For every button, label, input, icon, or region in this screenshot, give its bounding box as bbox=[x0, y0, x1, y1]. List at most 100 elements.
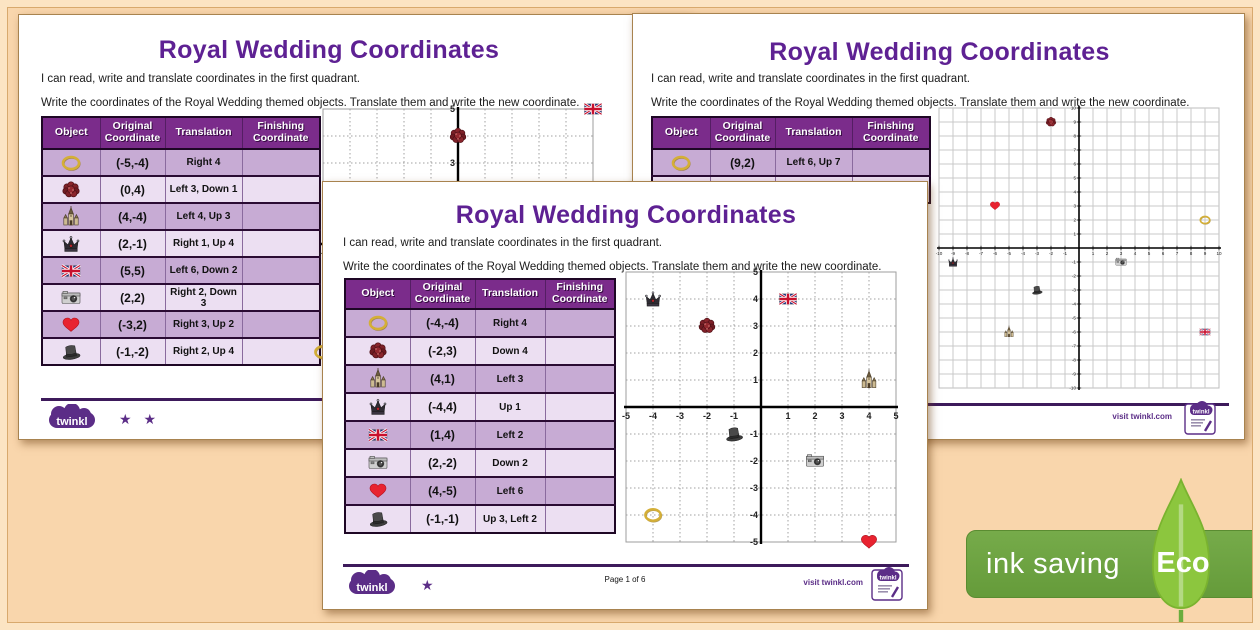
translation: Left 6 bbox=[474, 476, 545, 505]
svg-text:3: 3 bbox=[839, 411, 844, 421]
column-header: Finishing Coordinate bbox=[241, 117, 320, 150]
coordinates-table-wrap: Object Original Coordinate Translation Fini… bbox=[344, 278, 616, 534]
svg-text:-7: -7 bbox=[979, 251, 984, 256]
column-header: Original Coordinate bbox=[409, 279, 475, 310]
svg-text:-4: -4 bbox=[750, 510, 758, 520]
svg-text:7: 7 bbox=[1073, 148, 1076, 153]
translation: Left 4, Up 3 bbox=[164, 202, 242, 230]
eco-label: Eco bbox=[1156, 547, 1210, 579]
finishing-coordinate bbox=[241, 202, 320, 230]
grid-object-heart bbox=[990, 201, 1000, 211]
svg-text:5: 5 bbox=[1148, 251, 1151, 256]
table-row: (-5,-4) Right 4 bbox=[42, 148, 320, 176]
original-coordinate: (4,-5) bbox=[409, 476, 475, 505]
grid-object-flag bbox=[1199, 328, 1211, 336]
object-icon-ring bbox=[345, 308, 410, 337]
grid-object-heart bbox=[861, 535, 877, 549]
coordinates-table: Object Original Coordinate Translation Fini… bbox=[41, 116, 321, 366]
svg-text:4: 4 bbox=[1134, 251, 1137, 256]
svg-text:-5: -5 bbox=[1072, 316, 1077, 321]
column-header: Object bbox=[652, 117, 710, 150]
original-coordinate: (9,2) bbox=[709, 148, 775, 176]
svg-text:-4: -4 bbox=[1072, 302, 1077, 307]
objective-text: I can read, write and translate coordina… bbox=[343, 237, 662, 249]
twinkl-badge: twinkl bbox=[1184, 400, 1216, 441]
page-title: Royal Wedding Coordinates bbox=[158, 36, 500, 64]
grid-object-church bbox=[861, 369, 877, 388]
translation: Right 2, Up 4 bbox=[164, 337, 242, 365]
table-row: (-2,3) Down 4 bbox=[345, 336, 615, 365]
translation: Down 2 bbox=[474, 448, 545, 477]
objective-text: I can read, write and translate coordina… bbox=[41, 73, 360, 85]
translation: Right 3, Up 2 bbox=[164, 310, 242, 338]
instruction-text: Write the coordinates of the Royal Weddi… bbox=[651, 97, 1190, 109]
footer-divider bbox=[651, 403, 1229, 406]
svg-text:2: 2 bbox=[812, 411, 817, 421]
svg-text:5: 5 bbox=[753, 267, 758, 277]
svg-text:-4: -4 bbox=[649, 411, 657, 421]
column-header: Object bbox=[345, 279, 410, 310]
instruction-text: Write the coordinates of the Royal Weddi… bbox=[41, 97, 580, 109]
original-coordinate: (-3,2) bbox=[99, 310, 165, 338]
original-coordinate: (-5,-4) bbox=[99, 148, 165, 176]
svg-text:-2: -2 bbox=[703, 411, 711, 421]
table-header-row: Object Original Coordinate Translation Fini… bbox=[42, 117, 320, 150]
svg-text:9: 9 bbox=[1073, 120, 1076, 125]
page-title: Royal Wedding Coordinates bbox=[455, 201, 797, 229]
svg-text:-9: -9 bbox=[1072, 372, 1077, 377]
svg-text:-8: -8 bbox=[965, 251, 970, 256]
table-row: (-3,2) Right 3, Up 2 bbox=[42, 310, 320, 338]
column-header: Object bbox=[42, 117, 100, 150]
svg-text:twinkl: twinkl bbox=[56, 416, 87, 428]
coordinates-table-wrap: Object Original Coordinate Translation Fini… bbox=[41, 116, 321, 366]
svg-text:-10: -10 bbox=[1069, 386, 1076, 391]
object-icon-heart bbox=[42, 310, 100, 338]
translation: Up 1 bbox=[474, 392, 545, 421]
svg-text:3: 3 bbox=[753, 321, 758, 331]
svg-text:1: 1 bbox=[1073, 232, 1076, 237]
object-icon-bouquet bbox=[345, 336, 410, 365]
grid-object-crown bbox=[948, 257, 958, 267]
finishing-coordinate bbox=[544, 504, 615, 533]
original-coordinate: (2,-1) bbox=[99, 229, 165, 257]
grid-object-crown bbox=[645, 291, 661, 307]
svg-text:-3: -3 bbox=[676, 411, 684, 421]
svg-text:-8: -8 bbox=[1072, 358, 1077, 363]
finishing-coordinate bbox=[544, 308, 615, 337]
object-icon-tophat bbox=[345, 504, 410, 533]
finishing-coordinate bbox=[544, 364, 615, 393]
svg-text:1: 1 bbox=[1092, 251, 1095, 256]
svg-text:1: 1 bbox=[753, 375, 758, 385]
table-row: (1,4) Left 2 bbox=[345, 420, 615, 449]
svg-text:-2: -2 bbox=[1049, 251, 1054, 256]
svg-text:-6: -6 bbox=[1072, 330, 1077, 335]
svg-text:-1: -1 bbox=[1072, 260, 1077, 265]
column-header: Translation bbox=[774, 117, 852, 150]
coordinate-grid: -10 -10 -9 -9 -8 -8 -7 -7 -6 -6 -5 -5 -4 -4 -3 -3 -2 -2 -1… bbox=[936, 106, 1222, 393]
difficulty-stars: ★ bbox=[421, 577, 438, 593]
finishing-coordinate bbox=[241, 256, 320, 284]
ink-saving-label: ink saving bbox=[986, 548, 1120, 580]
visit-twinkl-link: visit twinkl.com bbox=[1112, 412, 1172, 421]
svg-text:4: 4 bbox=[866, 411, 871, 421]
svg-text:-2: -2 bbox=[1072, 274, 1077, 279]
table-row: (4,-4) Left 4, Up 3 bbox=[42, 202, 320, 230]
object-icon-heart bbox=[345, 476, 410, 505]
finishing-coordinate bbox=[544, 420, 615, 449]
page-number: Page 1 of 6 bbox=[604, 575, 646, 584]
svg-text:10: 10 bbox=[1216, 251, 1222, 256]
table-row: (4,-5) Left 6 bbox=[345, 476, 615, 505]
translation: Left 2 bbox=[474, 420, 545, 449]
object-icon-flag bbox=[345, 420, 410, 449]
table-row: (4,1) Left 3 bbox=[345, 364, 615, 393]
instruction-text: Write the coordinates of the Royal Weddi… bbox=[343, 261, 882, 273]
table-row: (-4,-4) Right 4 bbox=[345, 308, 615, 337]
grid-object-ring bbox=[1199, 215, 1211, 225]
svg-text:4: 4 bbox=[1073, 190, 1076, 195]
svg-text:6: 6 bbox=[1162, 251, 1165, 256]
original-coordinate: (4,1) bbox=[409, 364, 475, 393]
original-coordinate: (5,5) bbox=[99, 256, 165, 284]
translation: Up 3, Left 2 bbox=[474, 504, 545, 533]
footer-divider bbox=[343, 564, 909, 567]
svg-text:5: 5 bbox=[893, 411, 898, 421]
